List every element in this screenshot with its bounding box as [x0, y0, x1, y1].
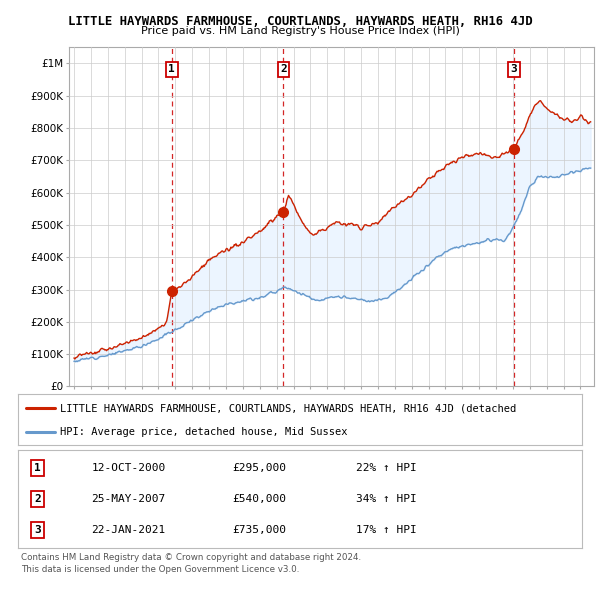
Text: LITTLE HAYWARDS FARMHOUSE, COURTLANDS, HAYWARDS HEATH, RH16 4JD (detached: LITTLE HAYWARDS FARMHOUSE, COURTLANDS, H… — [60, 403, 517, 413]
Text: £540,000: £540,000 — [232, 494, 286, 504]
Text: 3: 3 — [511, 64, 517, 74]
Text: 3: 3 — [34, 525, 41, 535]
Text: 25-MAY-2007: 25-MAY-2007 — [91, 494, 166, 504]
Text: Contains HM Land Registry data © Crown copyright and database right 2024.: Contains HM Land Registry data © Crown c… — [21, 553, 361, 562]
Text: 2: 2 — [280, 64, 287, 74]
Text: 34% ↑ HPI: 34% ↑ HPI — [356, 494, 417, 504]
Text: This data is licensed under the Open Government Licence v3.0.: This data is licensed under the Open Gov… — [21, 565, 299, 573]
Text: Price paid vs. HM Land Registry's House Price Index (HPI): Price paid vs. HM Land Registry's House … — [140, 26, 460, 36]
Text: 2: 2 — [34, 494, 41, 504]
Text: 1: 1 — [34, 463, 41, 473]
Text: 1: 1 — [169, 64, 175, 74]
Text: 22-JAN-2021: 22-JAN-2021 — [91, 525, 166, 535]
Text: LITTLE HAYWARDS FARMHOUSE, COURTLANDS, HAYWARDS HEATH, RH16 4JD: LITTLE HAYWARDS FARMHOUSE, COURTLANDS, H… — [68, 15, 532, 28]
Text: £295,000: £295,000 — [232, 463, 286, 473]
Text: 17% ↑ HPI: 17% ↑ HPI — [356, 525, 417, 535]
Text: 22% ↑ HPI: 22% ↑ HPI — [356, 463, 417, 473]
Text: 12-OCT-2000: 12-OCT-2000 — [91, 463, 166, 473]
Text: HPI: Average price, detached house, Mid Sussex: HPI: Average price, detached house, Mid … — [60, 427, 348, 437]
Text: £735,000: £735,000 — [232, 525, 286, 535]
